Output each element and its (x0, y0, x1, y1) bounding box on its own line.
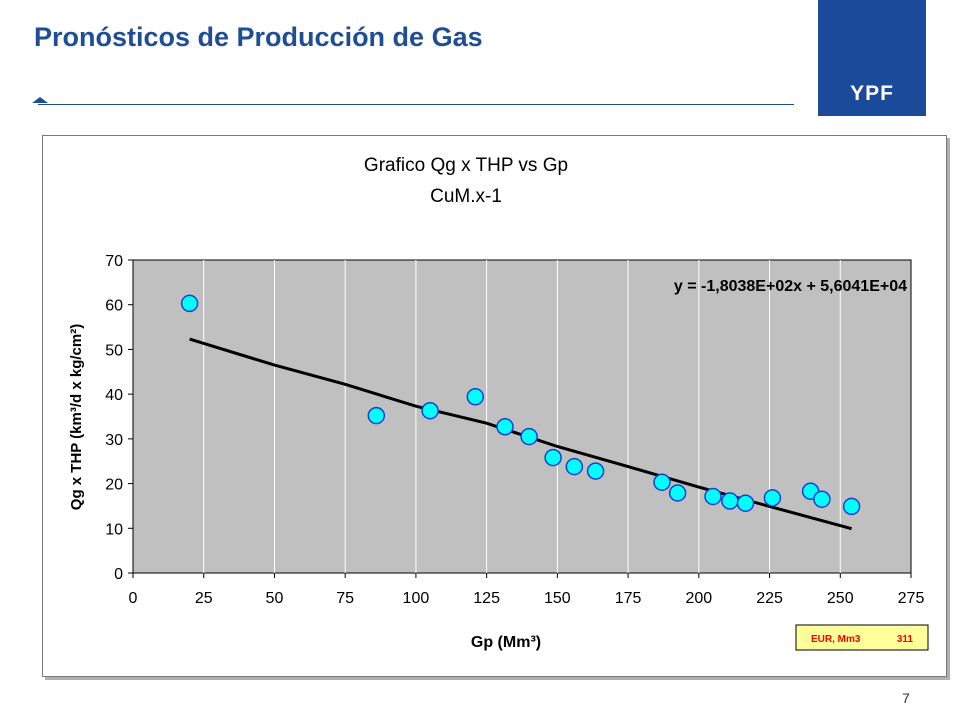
data-point (496, 418, 514, 436)
chart-subtitle: CuM.x-1 (430, 186, 502, 207)
x-tick-label: 200 (685, 590, 712, 607)
y-tick-label: 50 (105, 342, 123, 359)
x-tick-label: 225 (756, 590, 783, 607)
x-tick-label: 75 (336, 590, 354, 607)
chart-title: Grafico Qg x THP vs Gp (364, 155, 568, 176)
ticks-layer: 0 25 50 75 100 125 150 175 200 225 250 275 0 10 20 30 40… (105, 253, 924, 607)
data-point (668, 484, 687, 502)
data-point (466, 388, 485, 406)
data-point (520, 427, 538, 446)
eur-label: EUR, Mm3 (811, 634, 861, 645)
points-layer (180, 294, 861, 516)
x-tick-label: 125 (473, 590, 500, 607)
x-tick-label: 250 (827, 590, 854, 607)
data-point (842, 497, 861, 516)
x-tick-label: 100 (403, 590, 430, 607)
x-tick-label: 50 (266, 590, 284, 607)
trend-equation: y = -1,8038E+02x + 5,6041E+04 (674, 278, 907, 295)
eur-box: EUR, Mm3 311 (795, 624, 929, 651)
data-point (736, 494, 755, 512)
x-axis-label: Gp (Mm³) (471, 634, 541, 651)
data-point (721, 492, 739, 510)
x-tick-label: 275 (898, 590, 925, 607)
data-point (653, 473, 671, 491)
y-tick-label: 0 (114, 566, 123, 583)
data-point (565, 457, 584, 476)
chart-frame: Grafico Qg x THP vs Gp CuM.x-1 0 25 50 75 10… (42, 135, 947, 677)
y-tick-label: 30 (105, 432, 123, 449)
logo-text: YPF (850, 82, 894, 105)
y-tick-label: 40 (105, 387, 123, 404)
page-number: 7 (902, 690, 910, 706)
data-point (180, 294, 199, 313)
data-point (704, 487, 722, 506)
data-point (586, 462, 605, 480)
y-tick-label: 60 (105, 298, 123, 315)
data-point (367, 406, 386, 425)
data-point (763, 489, 782, 507)
x-tick-label: 150 (544, 590, 571, 607)
x-tick-label: 175 (615, 590, 642, 607)
ypf-logo: YPF (818, 0, 926, 116)
y-tick-label: 20 (105, 477, 123, 494)
eur-value: 311 (897, 634, 914, 645)
y-tick-label: 70 (105, 253, 123, 270)
grid-layer (203, 260, 841, 573)
eur-box-bg (795, 624, 929, 651)
data-point (813, 490, 831, 508)
y-tick-label: 10 (105, 521, 123, 538)
chart-svg: Grafico Qg x THP vs Gp CuM.x-1 0 25 50 75 10… (68, 155, 929, 651)
plot-area (132, 259, 912, 574)
x-tick-label: 25 (195, 590, 213, 607)
y-axis-label: Qg x THP (km³/d x kg/cm²) (68, 324, 85, 510)
title-marker (32, 97, 48, 103)
title-rule (38, 104, 794, 105)
x-tick-label: 0 (129, 590, 138, 607)
data-point (421, 401, 439, 420)
slide-title: Pronósticos de Producción de Gas (34, 22, 483, 52)
data-point (544, 448, 562, 467)
